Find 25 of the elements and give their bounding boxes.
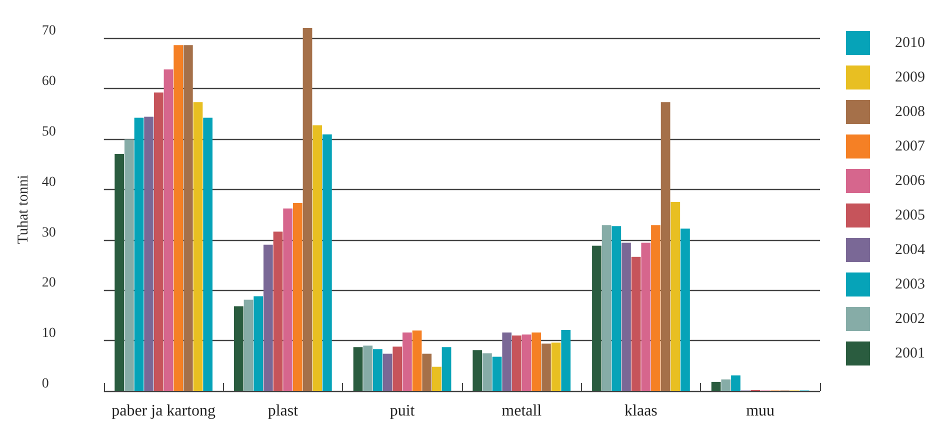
y-tick-label: 10 [42,326,56,342]
x-tick-label: metall [502,402,542,420]
y-tick-label: 60 [42,74,56,89]
y-tick-label: 30 [42,225,56,240]
y-tick-label: 40 [42,174,56,190]
y-tick-label: 50 [42,124,56,140]
y-tick-label: 70 [42,24,56,39]
x-tick-label: paber ja kartong [112,402,216,420]
legend-label: 2006 [895,173,926,189]
legend-label: 2002 [895,311,925,327]
x-tick-label: plast [268,402,299,420]
legend-label: 2005 [895,208,925,224]
legend-label: 2008 [895,104,925,120]
y-axis-title: Tuhat tonni [16,174,32,244]
legend-label: 2010 [895,35,925,51]
x-tick-label: muu [746,402,775,420]
y-tick-label: 0 [42,376,49,392]
x-tick-label: klaas [624,402,658,420]
legend-label: 2007 [895,138,926,154]
legend-label: 2003 [895,276,925,292]
legend-label: 2004 [895,242,926,258]
legend-label: 2001 [895,346,925,362]
x-tick-label: puit [390,402,416,420]
legend-label: 2009 [895,70,925,86]
y-tick-label: 20 [42,276,56,291]
